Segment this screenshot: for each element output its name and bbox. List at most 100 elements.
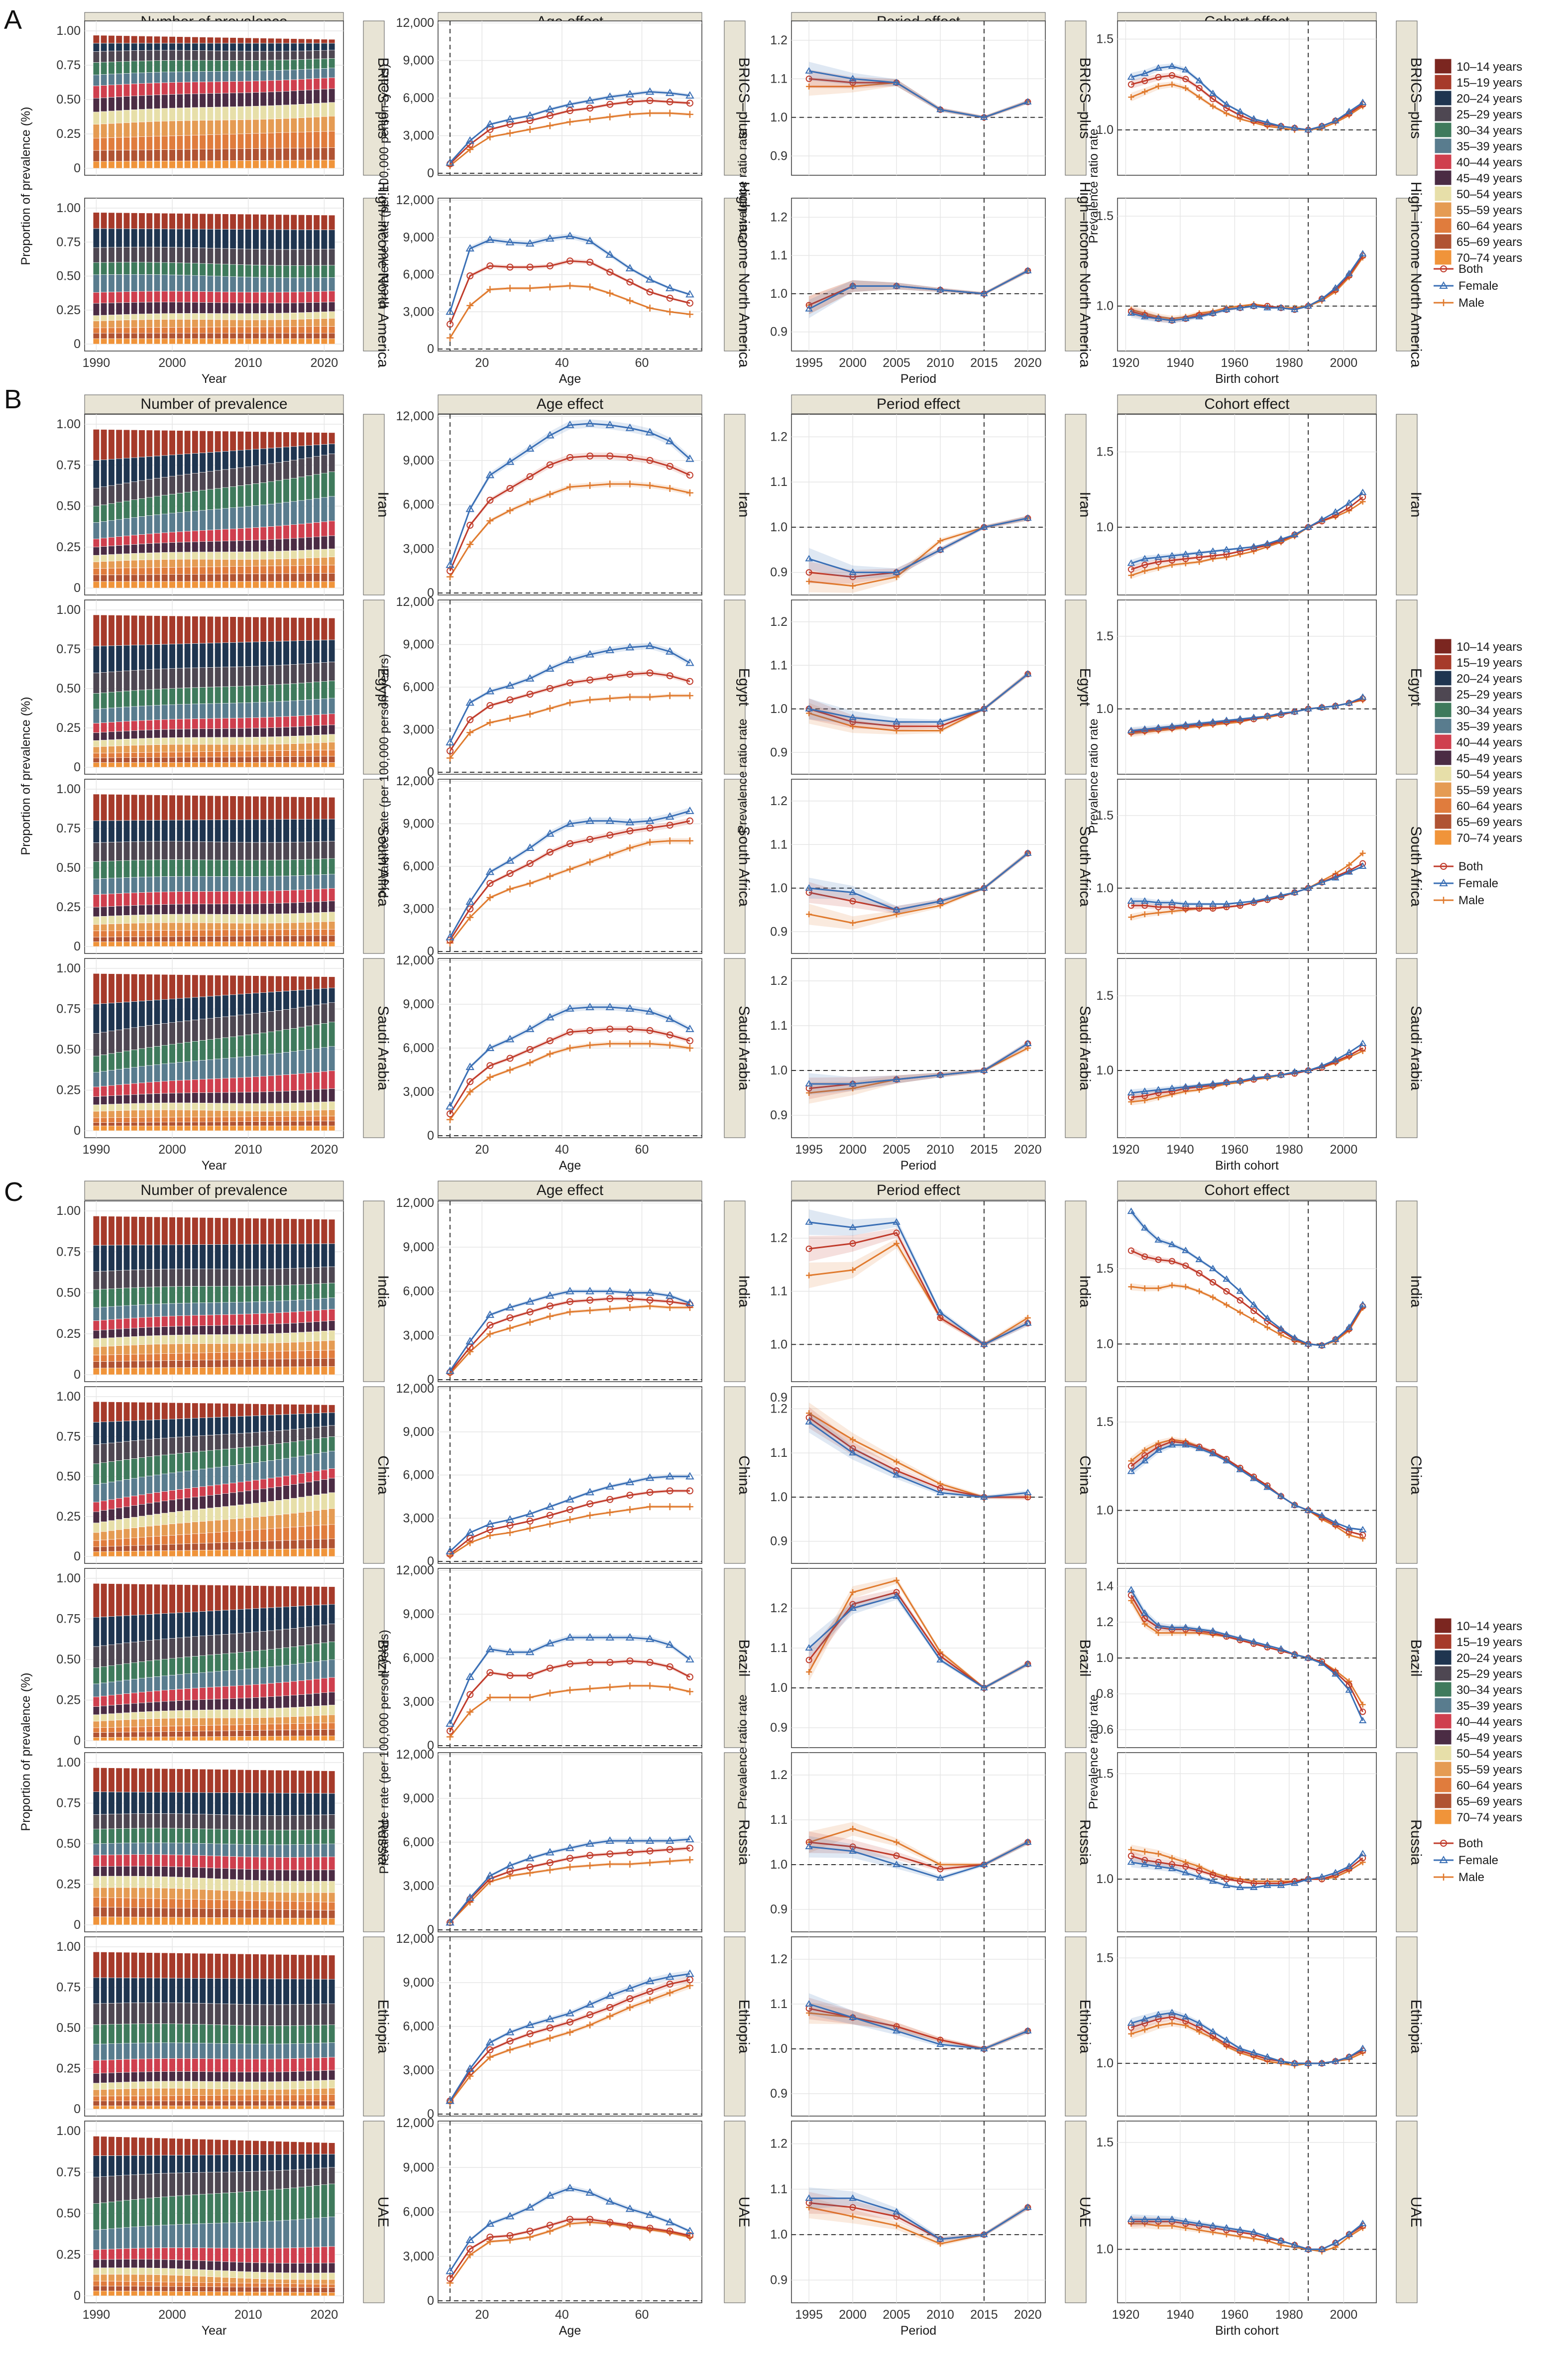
stacked-bar-segment (267, 43, 275, 52)
x-axis-title: Year (202, 372, 227, 386)
stacked-bar-segment (229, 540, 236, 552)
stacked-bar-segment (313, 1072, 320, 1090)
stacked-bar-segment (153, 904, 161, 915)
y-tick-label: 1.0 (1096, 1064, 1114, 1077)
stacked-bar-segment (306, 1358, 313, 1367)
stacked-bar-segment (245, 666, 252, 686)
x-tick-label: 2020 (311, 356, 338, 370)
stacked-bar-segment (199, 1060, 206, 1079)
age-effect-point-male (646, 304, 654, 312)
age-effect-point-both (566, 107, 573, 115)
stacked-bar-segment (229, 566, 236, 575)
period-effect-point-female (805, 705, 813, 712)
stacked-bar-segment (267, 277, 275, 293)
stacked-bar-segment (93, 931, 100, 938)
stacked-bar-segment (131, 1305, 138, 1318)
stacked-bar-segment (260, 796, 267, 820)
stacked-bar-segment (131, 1067, 138, 1084)
stacked-bar-segment (138, 1216, 145, 1217)
cohort-effect-point-both (1182, 76, 1189, 83)
age-effect-point-male (626, 1506, 634, 1513)
age-effect-point-both (447, 1110, 454, 1117)
age-effect-point-male (526, 1059, 534, 1067)
stacked-bar-segment (131, 544, 138, 554)
stacked-bar-segment (306, 523, 313, 538)
stacked-bar-segment (176, 1436, 183, 1454)
cohort-effect-point-female (1236, 108, 1244, 115)
stacked-bar-segment (108, 137, 115, 151)
age-effect-point-female (685, 91, 694, 99)
stacked-bar-segment (215, 452, 222, 471)
stacked-bar-segment (115, 1529, 122, 1540)
stacked-bar-segment (229, 60, 236, 72)
stacked-bar-segment (176, 36, 183, 37)
stacked-bar-segment (176, 942, 183, 947)
stacked-bar-segment (108, 916, 115, 924)
age-effect-point-female (565, 1495, 574, 1503)
stacked-bar-segment (229, 703, 236, 718)
age-effect-point-male (586, 696, 594, 704)
stacked-bar-segment (275, 1301, 282, 1313)
stacked-bar-segment (101, 137, 108, 151)
stacked-bar-segment (93, 1484, 100, 1503)
stacked-bar-segment (207, 60, 214, 72)
stacked-bar-segment (321, 160, 328, 169)
stacked-bar-segment (184, 1534, 191, 1544)
stacked-bar-segment (321, 38, 328, 44)
stacked-bar-segment (207, 313, 214, 320)
y-tick-label: 0.25 (56, 127, 81, 141)
stacked-bar-segment (290, 277, 297, 292)
stacked-bar-segment (275, 762, 282, 768)
stacked-bar-segment (184, 1418, 191, 1437)
stacked-bar-segment (329, 333, 336, 339)
stacked-bar-segment (222, 975, 229, 996)
stacked-bar-segment (108, 1095, 115, 1104)
stacked-bar-segment (313, 1218, 320, 1244)
stacked-bar-segment (138, 43, 145, 51)
stacked-bar-segment (260, 448, 267, 465)
stacked-bar-segment (229, 1244, 236, 1270)
stacked-bar-segment (321, 1298, 328, 1310)
stacked-bar-segment (329, 858, 336, 875)
x-axis-title: Age (559, 1159, 581, 1173)
cohort-effect-point-female (1223, 900, 1231, 907)
stacked-bar-segment (153, 1420, 161, 1439)
x-tick-label: 2010 (926, 356, 954, 370)
stacked-bar-segment (260, 1351, 267, 1360)
stacked-bar-segment (267, 51, 275, 61)
stacked-bar-segment (245, 119, 252, 134)
stacked-bar-segment (184, 1020, 191, 1043)
stacked-bar-segment (131, 1478, 138, 1496)
stacked-bar-segment (153, 757, 161, 763)
stacked-bar-segment (176, 1543, 183, 1551)
stacked-bar-segment (267, 1342, 275, 1352)
stacked-bar-segment (123, 1028, 130, 1052)
stacked-bar-segment (93, 1111, 100, 1118)
stacked-bar-segment (313, 762, 320, 768)
stacked-bar-segment (184, 430, 191, 454)
cohort-effect-point-male (1210, 103, 1216, 110)
stacked-bar-segment (184, 737, 191, 745)
stacked-bar-segment (313, 68, 320, 79)
age-effect-band-both (450, 99, 690, 164)
stacked-bar-segment (298, 1440, 305, 1456)
stacked-bar-segment (131, 229, 138, 247)
stacked-bar-segment (283, 617, 290, 641)
stacked-bar-segment (313, 1426, 320, 1439)
stacked-bar-segment (199, 876, 206, 892)
period-effect-point-female (1024, 670, 1032, 677)
stacked-bar-segment (290, 1110, 297, 1117)
stacked-bar-segment (222, 451, 229, 470)
stacked-bar-segment (267, 1218, 275, 1244)
cohort-effect-point-male (1182, 1284, 1189, 1290)
stacked-bar-segment (93, 228, 100, 248)
stacked-bar-segment (283, 565, 290, 574)
stacked-bar-segment (146, 820, 153, 842)
stacked-bar-segment (313, 456, 320, 475)
stacked-bar-segment (306, 457, 313, 476)
stacked-bar-segment (237, 1217, 244, 1245)
stacked-bar-segment (115, 841, 122, 861)
stacked-bar-segment (131, 1270, 138, 1288)
stacked-bar-segment (146, 930, 153, 937)
age-effect-point-both (447, 321, 454, 328)
